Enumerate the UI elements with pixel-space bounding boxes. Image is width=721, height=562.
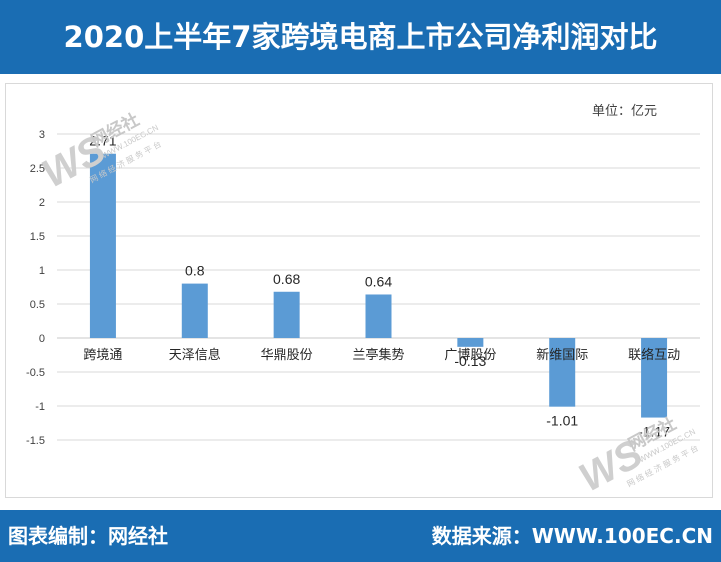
data-label: 2.71	[89, 133, 116, 149]
y-tick-label: 2.5	[30, 163, 45, 175]
chart-frame	[5, 83, 713, 498]
footer-credit: 图表编制：网经社	[8, 524, 168, 548]
x-category-label: 新维国际	[536, 347, 588, 363]
bar	[457, 338, 484, 347]
x-category-label: 天泽信息	[169, 347, 221, 363]
data-label: -1.01	[546, 413, 578, 429]
y-tick-label: 1	[39, 265, 45, 277]
data-label: -1.17	[638, 424, 670, 440]
y-tick-label: 3	[39, 129, 45, 141]
header-bar: 2020上半年7家跨境电商上市公司净利润对比	[0, 0, 721, 74]
data-label: 0.8	[185, 263, 205, 279]
y-tick-label: 0.5	[30, 299, 45, 311]
footer-bar: 图表编制：网经社 数据来源：WWW.100EC.CN	[0, 510, 721, 562]
x-category-label: 跨境通	[83, 348, 122, 363]
bar	[181, 283, 208, 338]
bar	[89, 153, 116, 338]
x-category-label: 华鼎股份	[261, 348, 313, 363]
bar	[641, 338, 668, 418]
bar	[273, 291, 300, 338]
y-tick-label: 2	[39, 197, 45, 209]
bar	[549, 338, 576, 407]
footer-source: 数据来源：WWW.100EC.CN	[431, 524, 713, 548]
y-tick-label: 0	[39, 333, 45, 345]
bar	[365, 294, 392, 338]
y-tick-label: -1.5	[26, 435, 45, 447]
data-label: -0.13	[454, 353, 486, 369]
y-tick-label: -1	[35, 401, 45, 413]
y-tick-label: -0.5	[26, 367, 45, 379]
x-category-label: 兰亭集势	[352, 347, 404, 363]
x-category-label: 联络互动	[628, 347, 680, 363]
chart-title: 2020上半年7家跨境电商上市公司净利润对比	[63, 20, 658, 54]
x-category-label: 广博股份	[444, 348, 496, 363]
data-label: 0.68	[273, 271, 300, 287]
unit-label: 单位：亿元	[591, 104, 657, 119]
y-tick-label: 1.5	[30, 231, 45, 243]
data-label: 0.64	[365, 273, 392, 289]
